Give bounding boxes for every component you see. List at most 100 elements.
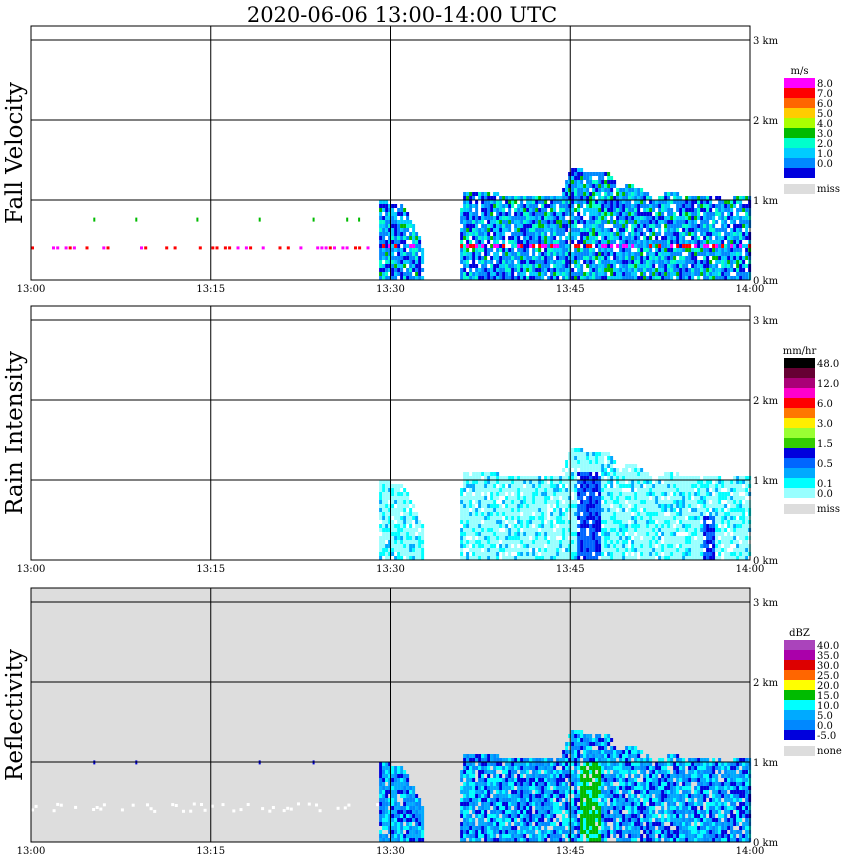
data-cell [385, 536, 389, 540]
data-cell [472, 520, 476, 524]
data-cell [652, 496, 656, 500]
data-cell [406, 798, 410, 802]
data-cell [574, 520, 578, 524]
data-cell [529, 508, 533, 512]
data-cell [745, 544, 749, 548]
data-cell [388, 524, 392, 528]
data-cell [580, 168, 584, 172]
data-cell [625, 556, 629, 560]
data-cell [667, 216, 671, 220]
data-cell [556, 200, 560, 204]
data-cell [616, 480, 620, 484]
data-cell [400, 516, 404, 520]
data-cell [640, 244, 644, 248]
data-cell [634, 236, 638, 240]
data-cell [499, 264, 503, 268]
data-cell [745, 516, 749, 520]
data-cell [694, 496, 698, 500]
data-cell [397, 224, 401, 228]
data-cell [697, 204, 701, 208]
data-cell [721, 244, 725, 248]
data-cell [460, 770, 464, 774]
data-cell [589, 240, 593, 244]
data-cell [742, 508, 746, 512]
data-cell [496, 838, 500, 842]
data-cell [379, 484, 383, 488]
data-cell [601, 456, 605, 460]
data-cell [664, 252, 668, 256]
data-cell [709, 200, 713, 204]
data-cell [520, 552, 524, 556]
data-cell [613, 204, 617, 208]
data-cell [667, 200, 671, 204]
data-cell [505, 512, 509, 516]
data-cell [391, 512, 395, 516]
data-cell [670, 480, 674, 484]
data-cell [664, 488, 668, 492]
data-cell [703, 488, 707, 492]
legend-swatch [784, 398, 815, 408]
data-cell [544, 200, 548, 204]
data-cell [538, 544, 542, 548]
data-cell [520, 556, 524, 560]
data-cell [382, 528, 386, 532]
data-cell [652, 256, 656, 260]
data-cell [610, 508, 614, 512]
data-cell [403, 782, 407, 786]
data-cell [595, 236, 599, 240]
data-cell [472, 770, 476, 774]
data-cell [718, 492, 722, 496]
data-cell [589, 200, 593, 204]
data-cell [601, 244, 605, 248]
data-cell [727, 508, 731, 512]
data-cell [400, 504, 404, 508]
data-cell [412, 236, 416, 240]
data-cell [601, 536, 605, 540]
data-cell [388, 770, 392, 774]
data-cell [610, 464, 614, 468]
data-cell [571, 252, 575, 256]
data-cell [391, 256, 395, 260]
data-cell [487, 524, 491, 528]
data-cell [499, 548, 503, 552]
data-cell [700, 232, 704, 236]
data-cell [613, 180, 617, 184]
data-cell [622, 204, 626, 208]
height-tick-label: 0 km [753, 276, 779, 287]
data-cell [514, 244, 518, 248]
data-cell [736, 532, 740, 536]
data-cell [391, 220, 395, 224]
data-cell [727, 492, 731, 496]
data-cell [481, 228, 485, 232]
data-cell [472, 798, 476, 802]
data-cell [571, 452, 575, 456]
data-cell [391, 798, 395, 802]
data-cell [484, 216, 488, 220]
data-cell [664, 276, 668, 280]
data-cell [394, 508, 398, 512]
data-cell [622, 504, 626, 508]
data-cell [526, 204, 530, 208]
data-cell [559, 556, 563, 560]
data-cell [499, 810, 503, 814]
data-cell [589, 252, 593, 256]
data-cell [667, 240, 671, 244]
data-cell [538, 516, 542, 520]
data-cell [523, 552, 527, 556]
data-cell [727, 556, 731, 560]
data-cell [601, 480, 605, 484]
data-cell [490, 826, 494, 830]
data-cell [526, 520, 530, 524]
data-cell [487, 484, 491, 488]
data-cell [655, 276, 659, 280]
data-cell [622, 536, 626, 540]
data-cell [640, 188, 644, 192]
data-cell [637, 472, 641, 476]
data-cell [460, 778, 464, 782]
data-cell [643, 536, 647, 540]
data-cell [418, 830, 422, 834]
data-cell [655, 204, 659, 208]
data-cell [619, 216, 623, 220]
data-cell [649, 264, 653, 268]
data-cell [526, 276, 530, 280]
